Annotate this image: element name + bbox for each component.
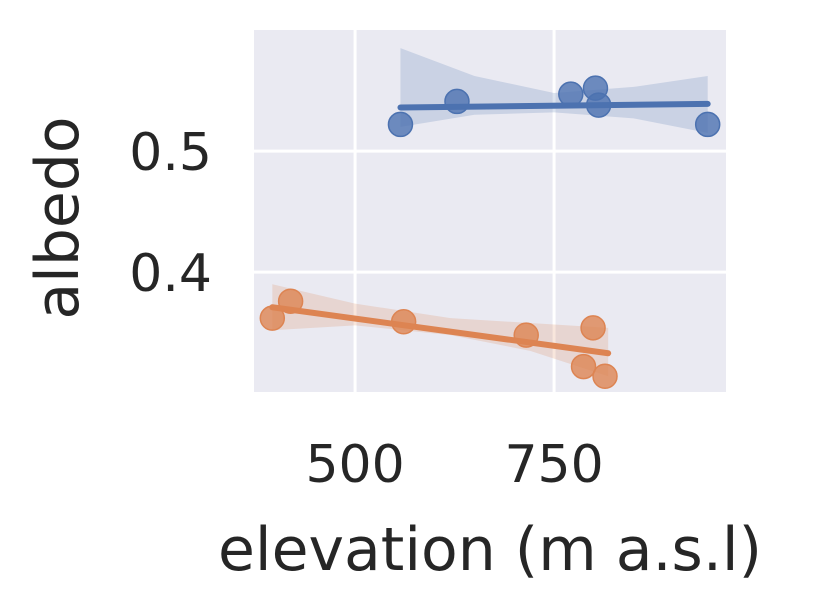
x-tick-label: 750 [504,435,603,495]
gridlines [254,30,726,392]
x-tick-labels: 500 750 [305,435,603,495]
confidence-band-1 [400,48,708,133]
point-series1-6 [694,111,721,138]
x-tick-label: 500 [305,435,404,495]
plot-background [254,30,726,392]
regression-lines [269,100,711,357]
regression-line-2 [269,304,612,357]
x-axis-label: elevation (m a.s.l) [218,515,762,585]
point-series2-5 [570,353,597,380]
point-series2-7 [592,363,618,390]
y-axis-label: albedo [23,116,93,319]
y-tick-label: 0.4 [129,244,212,304]
point-series1-1 [387,111,414,138]
y-tick-labels: 0.4 0.5 [129,123,212,304]
point-series2-6 [580,315,606,341]
y-tick-label: 0.5 [129,123,212,183]
regression-line-1 [397,100,711,111]
